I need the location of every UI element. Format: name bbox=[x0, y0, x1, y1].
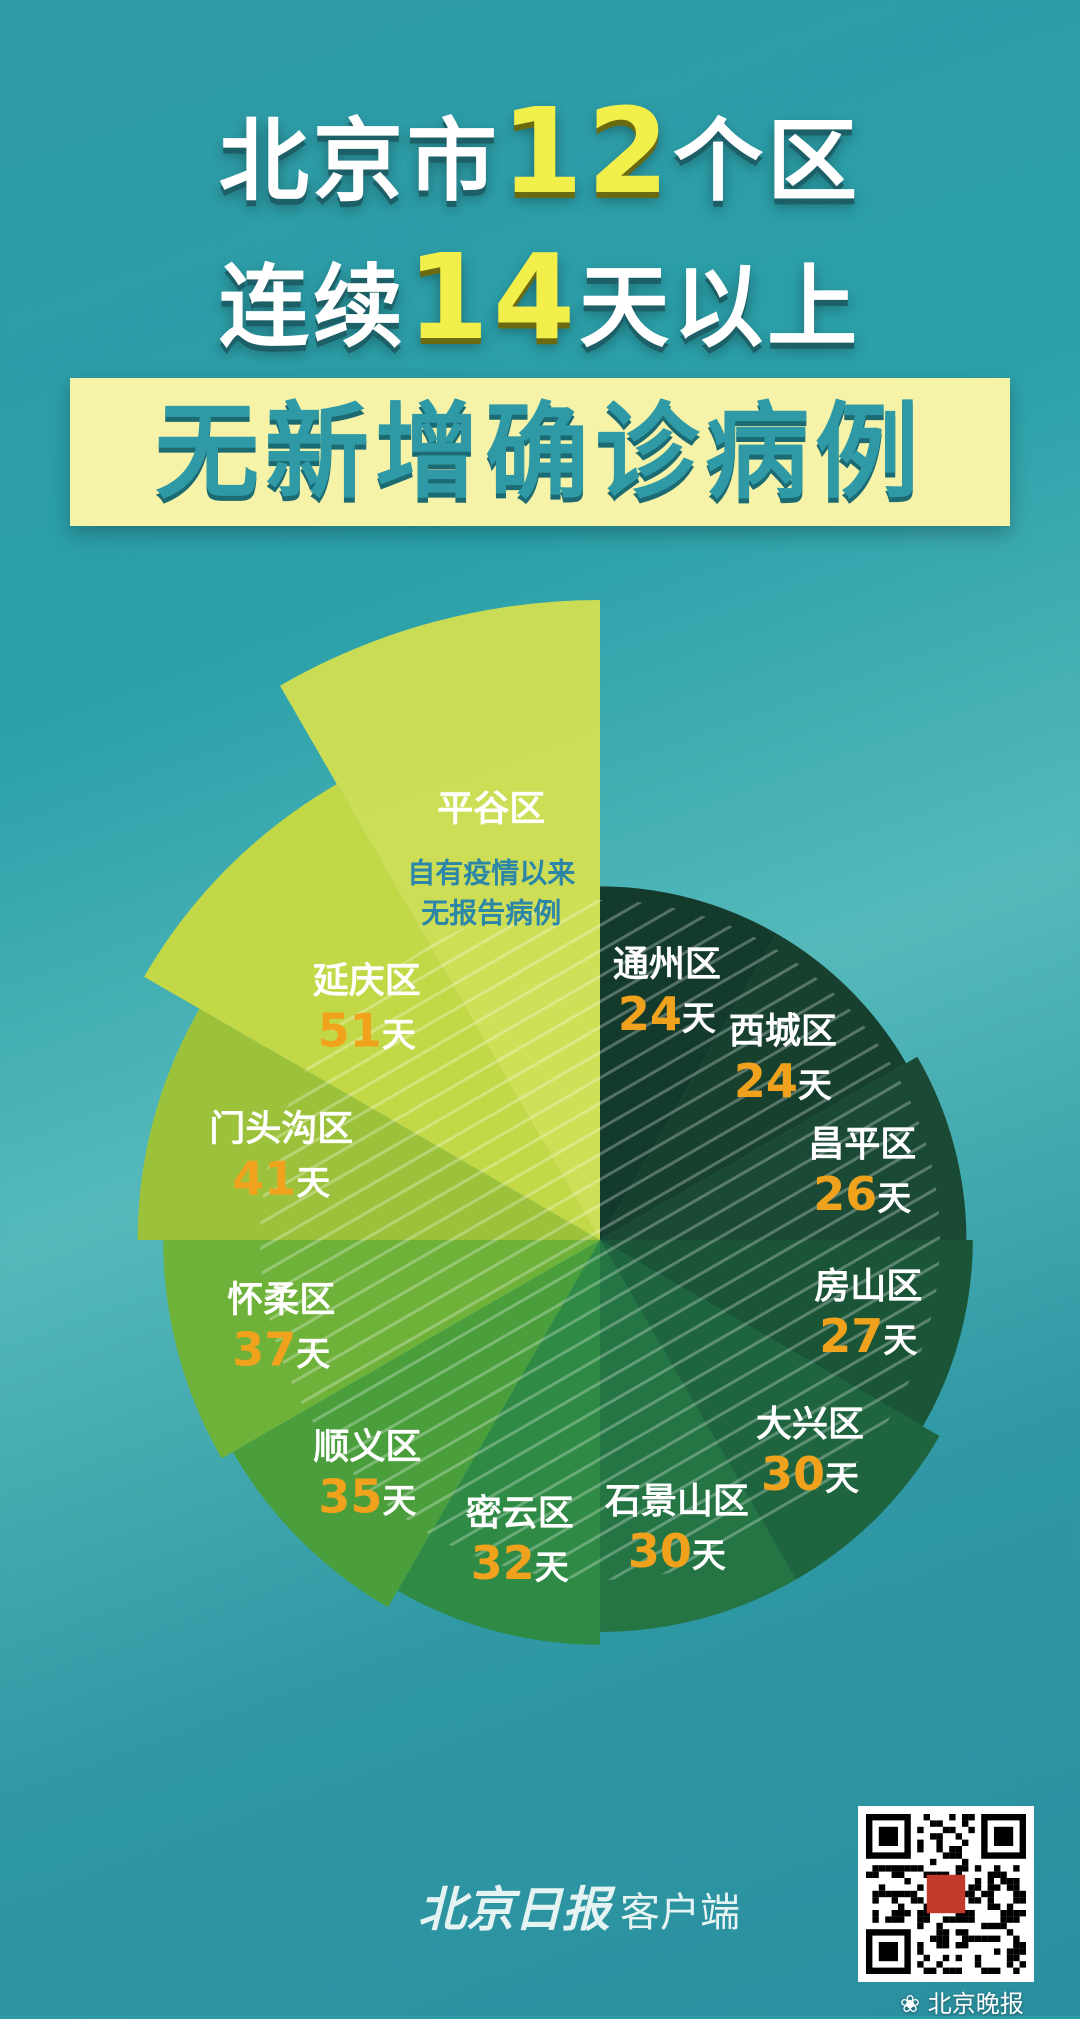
slice-value-label: 26天 bbox=[813, 1167, 911, 1221]
slice-value: 24 bbox=[618, 987, 682, 1041]
slice-unit: 天 bbox=[296, 1164, 330, 1204]
title-line-1-suffix: 个区 bbox=[673, 109, 862, 214]
slice-value: 30 bbox=[628, 1524, 692, 1578]
slice-value-label: 27天 bbox=[819, 1309, 917, 1363]
slice-value: 41 bbox=[232, 1152, 296, 1206]
slice-unit: 天 bbox=[296, 1334, 330, 1374]
slice-value-label: 32天 bbox=[471, 1536, 569, 1590]
qr-code[interactable] bbox=[858, 1806, 1034, 1982]
slice-name-label: 房山区 bbox=[814, 1266, 922, 1307]
district-count: 12 bbox=[500, 82, 674, 220]
slice-value-label: 30天 bbox=[628, 1524, 726, 1578]
slice-name-label: 门头沟区 bbox=[209, 1109, 353, 1150]
slice-unit: 天 bbox=[883, 1321, 917, 1361]
publisher-brand: 北京日报 bbox=[418, 1882, 611, 1938]
slice-value: 24 bbox=[734, 1054, 798, 1108]
slice-value: 26 bbox=[813, 1167, 877, 1221]
slice-unit: 天 bbox=[798, 1066, 832, 1106]
title-line-2-suffix: 天以上 bbox=[579, 255, 862, 360]
slice-unit: 天 bbox=[692, 1536, 726, 1576]
slice-note-line-2: 无报告病例 bbox=[421, 896, 561, 929]
slice-name-label: 大兴区 bbox=[756, 1404, 864, 1445]
slice-value: 30 bbox=[761, 1447, 825, 1501]
slice-name-label: 顺义区 bbox=[313, 1427, 421, 1468]
slice-name-label: 西城区 bbox=[729, 1011, 837, 1052]
title-line-2: 连续14天以上 bbox=[0, 238, 1080, 356]
slice-value: 51 bbox=[318, 1004, 382, 1058]
slice-value-label: 24天 bbox=[618, 987, 716, 1041]
title-line-1-prefix: 北京市 bbox=[218, 109, 501, 214]
headline-banner: 无新增确诊病例 bbox=[70, 378, 1010, 526]
slice-name-label: 平谷区 bbox=[437, 788, 545, 829]
slice-value: 27 bbox=[819, 1309, 883, 1363]
watermark-text: 北京晚报 bbox=[927, 1990, 1024, 2018]
slice-unit: 天 bbox=[382, 1016, 416, 1056]
slice-value-label: 51天 bbox=[318, 1004, 416, 1058]
slice-unit: 天 bbox=[682, 999, 716, 1039]
wechat-icon: ❀ bbox=[900, 1990, 921, 2018]
slice-note-line-1: 自有疫情以来 bbox=[407, 856, 575, 889]
slice-unit: 天 bbox=[877, 1179, 911, 1219]
slice-value: 35 bbox=[318, 1470, 382, 1524]
days-count: 14 bbox=[406, 228, 580, 366]
qr-code-image bbox=[866, 1814, 1026, 1974]
title-line-2-prefix: 连续 bbox=[218, 255, 407, 360]
slice-name-label: 通州区 bbox=[613, 944, 721, 985]
publisher-brand-suffix: 客户端 bbox=[620, 1890, 741, 1936]
publisher-logo: 北京日报 客户端 bbox=[418, 1870, 740, 1940]
title-line-1: 北京市12个区 bbox=[0, 92, 1080, 210]
slice-unit: 天 bbox=[382, 1482, 416, 1522]
slice-unit: 天 bbox=[825, 1459, 859, 1499]
slice-value-label: 30天 bbox=[761, 1447, 859, 1501]
slice-name-label: 密云区 bbox=[466, 1492, 574, 1534]
slice-value-label: 41天 bbox=[232, 1152, 330, 1206]
slice-unit: 天 bbox=[535, 1548, 569, 1588]
slice-name-label: 怀柔区 bbox=[227, 1279, 335, 1320]
slice-value: 32 bbox=[471, 1536, 535, 1590]
slice-name-label: 昌平区 bbox=[808, 1124, 916, 1165]
slice-name-label: 延庆区 bbox=[313, 961, 421, 1002]
slice-value-label: 37天 bbox=[232, 1322, 330, 1376]
slice-value-label: 24天 bbox=[734, 1054, 832, 1108]
headline-banner-text: 无新增确诊病例 bbox=[154, 391, 925, 513]
slice-value-label: 35天 bbox=[318, 1470, 416, 1524]
slice-name-label: 石景山区 bbox=[605, 1481, 749, 1522]
watermark: ❀ 北京晚报 bbox=[900, 1984, 1024, 2019]
slice-value: 37 bbox=[232, 1322, 296, 1376]
